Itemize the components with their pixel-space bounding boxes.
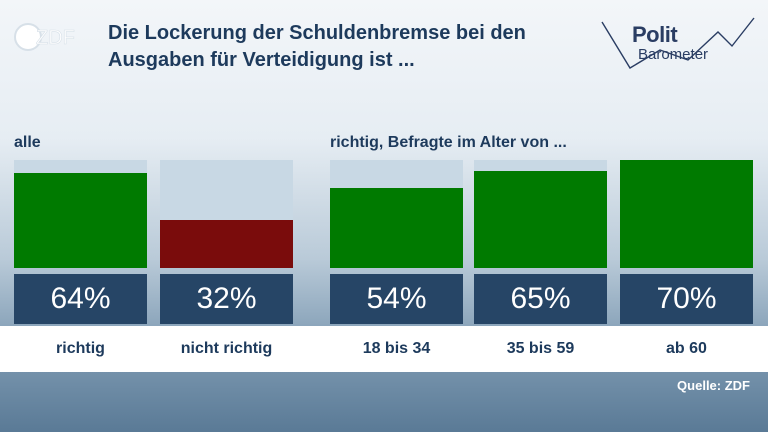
category-label-1: richtig [56,340,105,357]
category-label-5: ab 60 [666,340,707,357]
bar-value-label-2: 32% [160,274,293,324]
bar-2 [160,220,293,268]
group-label-all: alle [14,134,41,151]
politbarometer-logo-icon [601,17,755,69]
zdf-logo-text: ZDF [36,27,75,49]
politbarometer-logo-line1: Polit [632,22,678,47]
category-strip [0,326,768,372]
bar-1 [14,173,147,268]
bar-slot-2 [160,160,293,268]
bar-slot-4 [474,160,607,268]
politbarometer-logo-line2: Barometer [638,46,709,63]
source-note: Quelle: ZDF [677,378,750,393]
bar-4 [474,171,607,268]
group-label-age: richtig, Befragte im Alter von ... [330,134,567,151]
bar-slot-3 [330,160,463,268]
bar-value-label-1: 64% [14,274,147,324]
category-label-3: 18 bis 34 [362,340,431,357]
bar-value-label-4: 65% [474,274,607,324]
bar-value-label-3: 54% [330,274,463,324]
zdf-logo-icon: ZDF [14,23,75,51]
chart-title: Die Lockerung der Schuldenbremse bei den… [108,22,526,71]
bar-slot-5 [620,160,753,268]
bar-5 [620,160,753,268]
bar-value-label-5: 70% [620,274,753,324]
category-label-2: nicht richtig [180,340,273,357]
category-label-4: 35 bis 59 [506,340,575,357]
bar-slot-1 [14,160,147,268]
bar-3 [330,188,463,268]
